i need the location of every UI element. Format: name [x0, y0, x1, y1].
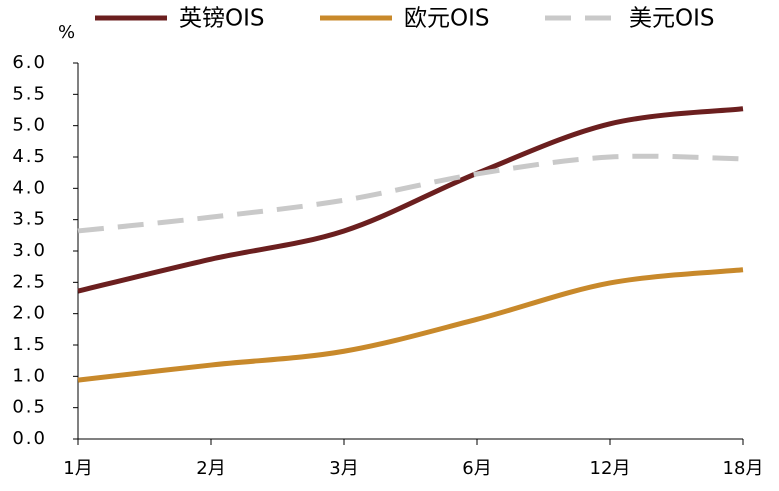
y-tick-label: 1.5	[12, 334, 47, 355]
series-line	[77, 267, 744, 383]
legend-label: 美元OIS	[629, 6, 715, 32]
y-tick-label: 2.5	[12, 271, 47, 292]
x-tick-label: 18月	[723, 458, 764, 479]
y-tick-label: 6.0	[12, 52, 47, 73]
y-tick-label: 5.5	[12, 83, 47, 104]
series-line	[77, 153, 744, 234]
legend-label: 英镑OIS	[179, 6, 265, 32]
legend-label: 欧元OIS	[404, 6, 490, 32]
y-tick-label: 3.5	[12, 209, 47, 230]
y-tick-label: 2.0	[12, 303, 47, 324]
y-tick-label: 4.0	[12, 177, 47, 198]
y-unit: %	[58, 22, 75, 43]
y-tick-label: 0.0	[12, 428, 47, 449]
x-tick-label: 12月	[590, 458, 631, 479]
x-tick-label: 6月	[462, 458, 491, 479]
series-line	[77, 106, 744, 294]
y-tick-label: 5.0	[12, 115, 47, 136]
y-tick-label: 1.0	[12, 365, 47, 386]
x-tick-label: 3月	[329, 458, 358, 479]
x-tick-label: 2月	[196, 458, 225, 479]
y-tick-label: 3.0	[12, 240, 47, 261]
x-tick-label: 1月	[63, 458, 92, 479]
y-tick-label: 0.5	[12, 397, 47, 418]
y-tick-label: 4.5	[12, 146, 47, 167]
